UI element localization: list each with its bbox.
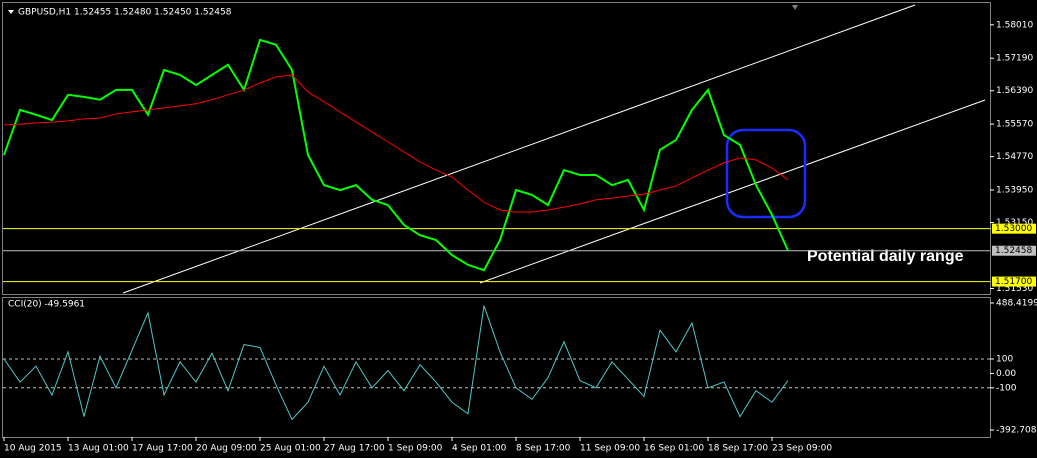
indicator-title: CCI(20) -49.5961 xyxy=(8,300,85,310)
x-tick-label: 10 Aug 2015 xyxy=(4,444,62,454)
y-tick-label: 100 xyxy=(996,354,1013,364)
y-tick-label: 0.00 xyxy=(996,369,1016,379)
y-tick-label: 488.4199 xyxy=(996,299,1037,309)
level-label-box xyxy=(992,223,1036,234)
x-tick-label: 17 Aug 17:00 xyxy=(132,444,193,454)
y-tick-label: 1.54770 xyxy=(996,152,1033,162)
x-tick-label: 13 Aug 01:00 xyxy=(68,444,129,454)
x-tick-label: 20 Aug 09:00 xyxy=(196,444,257,454)
level-label: 1.53000 xyxy=(995,224,1032,234)
level-label: 1.52458 xyxy=(995,246,1032,256)
y-tick-label: 1.55570 xyxy=(996,120,1033,130)
price-line xyxy=(3,305,789,421)
x-tick-label: 4 Sep 01:00 xyxy=(452,444,507,454)
level-label-box xyxy=(992,276,1036,287)
menu-arrow xyxy=(8,10,14,14)
x-tick-label: 18 Sep 17:00 xyxy=(708,444,768,454)
y-tick-label: -100 xyxy=(996,383,1017,393)
annotation: Potential daily range xyxy=(807,248,964,265)
price-line xyxy=(3,38,789,272)
y-tick-label: 1.51530 xyxy=(996,284,1033,294)
cci-pane xyxy=(2,297,991,438)
y-tick-label: -392.7087 xyxy=(996,426,1037,436)
price-pane xyxy=(2,2,991,295)
chart-title: GBPUSD,H1 1.52455 1.52480 1.52450 1.5245… xyxy=(18,8,232,18)
y-tick-label: 1.56390 xyxy=(996,86,1033,96)
x-tick-label: 16 Sep 01:00 xyxy=(644,444,704,454)
x-tick-label: 11 Sep 09:00 xyxy=(580,444,640,454)
y-tick-label: 1.58010 xyxy=(996,20,1033,30)
x-tick-label: 23 Sep 09:00 xyxy=(772,444,832,454)
marker xyxy=(792,5,798,10)
y-tick-label: 1.53150 xyxy=(996,218,1033,228)
x-tick-label: 1 Sep 09:00 xyxy=(388,444,443,454)
y-tick-label: 1.57190 xyxy=(996,54,1033,64)
level-label: 1.51700 xyxy=(995,277,1032,287)
highlight-box xyxy=(725,128,807,219)
x-tick-label: 8 Sep 17:00 xyxy=(516,444,571,454)
price-line xyxy=(3,74,789,213)
x-tick-label: 25 Aug 01:00 xyxy=(260,444,321,454)
x-tick-label: 27 Aug 17:00 xyxy=(324,444,385,454)
level-label-box xyxy=(992,245,1036,256)
y-tick-label: 1.53950 xyxy=(996,186,1033,196)
channel-line xyxy=(122,4,916,294)
channel-line xyxy=(479,99,986,284)
